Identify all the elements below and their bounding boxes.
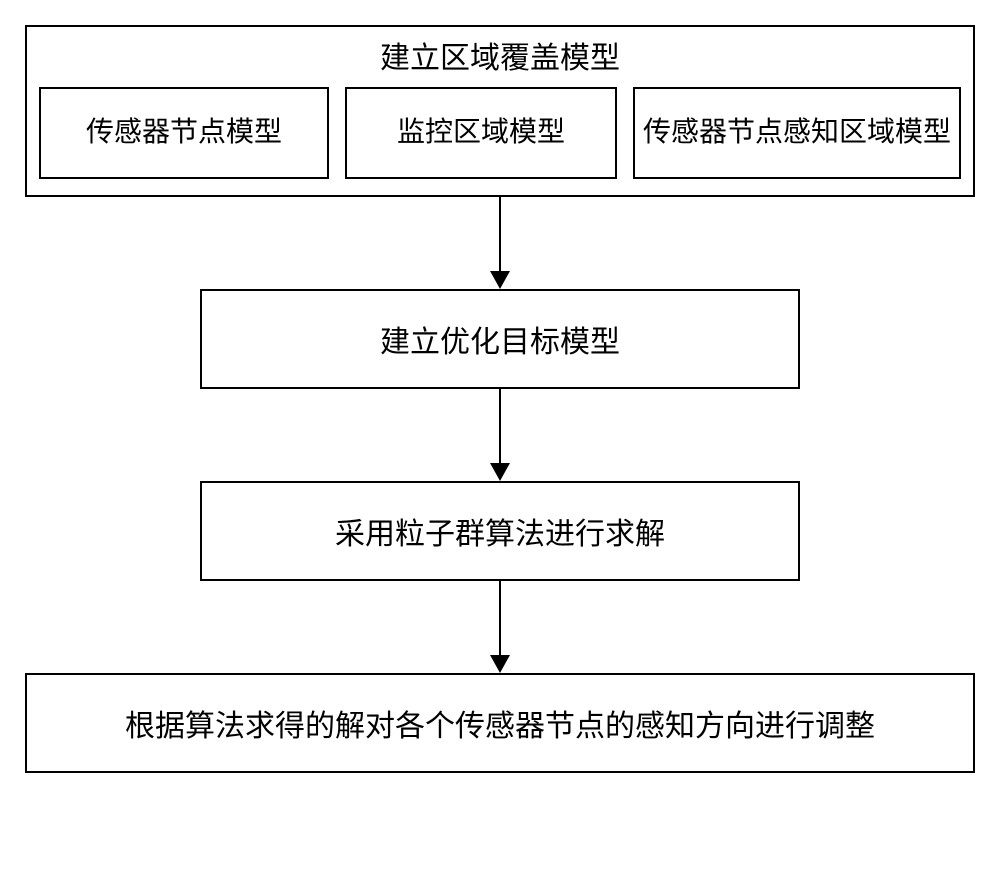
arrow-3 [490, 581, 510, 673]
top-title: 建立区域覆盖模型 [380, 33, 620, 77]
sub-box-monitor-area-model: 监控区域模型 [345, 87, 617, 179]
step-box-adjust-direction: 根据算法求得的解对各个传感器节点的感知方向进行调整 [25, 673, 975, 773]
top-container-box: 建立区域覆盖模型 传感器节点模型 监控区域模型 传感器节点感知区域模型 [25, 25, 975, 197]
sub-box-sensor-perception-model: 传感器节点感知区域模型 [633, 87, 961, 179]
arrow-head-icon [490, 271, 510, 289]
arrow-line [499, 581, 501, 655]
flowchart-container: 建立区域覆盖模型 传感器节点模型 监控区域模型 传感器节点感知区域模型 建立优化… [20, 25, 980, 773]
arrow-2 [490, 389, 510, 481]
sub-box-sensor-node-model: 传感器节点模型 [39, 87, 329, 179]
arrow-line [499, 197, 501, 271]
arrow-line [499, 389, 501, 463]
arrow-head-icon [490, 655, 510, 673]
step-box-pso-solve: 采用粒子群算法进行求解 [200, 481, 800, 581]
arrow-1 [490, 197, 510, 289]
arrow-head-icon [490, 463, 510, 481]
step-box-optimization-target: 建立优化目标模型 [200, 289, 800, 389]
sub-boxes-row: 传感器节点模型 监控区域模型 传感器节点感知区域模型 [39, 87, 961, 179]
